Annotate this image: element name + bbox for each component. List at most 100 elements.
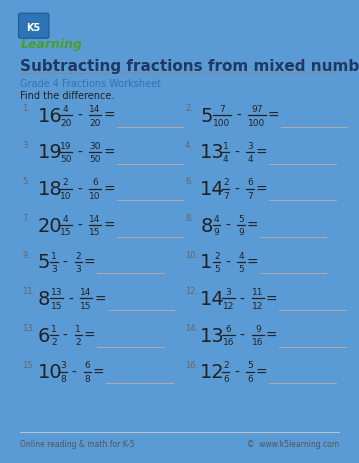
- Text: 14: 14: [89, 214, 101, 224]
- Text: 19: 19: [60, 141, 71, 150]
- Text: =: =: [256, 146, 267, 160]
- Text: 10: 10: [60, 191, 71, 200]
- Text: 2: 2: [51, 338, 57, 347]
- Text: 1: 1: [75, 324, 81, 333]
- Text: ©  www.k5learning.com: © www.k5learning.com: [247, 438, 339, 448]
- Text: 4: 4: [247, 155, 253, 164]
- Text: 9.: 9.: [22, 250, 30, 259]
- Text: -: -: [225, 219, 230, 233]
- Text: 16: 16: [252, 338, 264, 347]
- Text: -: -: [63, 328, 67, 342]
- Text: -: -: [77, 146, 82, 160]
- Text: 12: 12: [252, 301, 264, 310]
- Text: 9: 9: [255, 324, 261, 333]
- Text: 16: 16: [38, 106, 62, 125]
- Text: Find the difference.: Find the difference.: [20, 91, 115, 101]
- Text: 5.: 5.: [22, 177, 30, 186]
- Text: 4: 4: [223, 155, 229, 164]
- Text: 4.: 4.: [185, 140, 193, 150]
- Text: 15: 15: [80, 301, 92, 310]
- Text: 6.: 6.: [185, 177, 193, 186]
- Text: 8: 8: [60, 374, 66, 383]
- Text: 12.: 12.: [185, 287, 198, 296]
- Text: 6: 6: [247, 178, 253, 187]
- Text: 4: 4: [63, 214, 69, 224]
- Text: 13: 13: [200, 326, 225, 345]
- Text: 3: 3: [75, 264, 81, 274]
- Text: 50: 50: [60, 155, 71, 164]
- Text: 5: 5: [214, 264, 220, 274]
- Text: 14: 14: [89, 105, 101, 114]
- Text: 1.: 1.: [22, 104, 30, 113]
- Text: =: =: [84, 255, 95, 269]
- Text: 6: 6: [247, 374, 253, 383]
- Text: 2: 2: [223, 178, 229, 187]
- Text: =: =: [246, 219, 258, 233]
- Text: 13: 13: [51, 288, 62, 297]
- Text: -: -: [225, 255, 230, 269]
- Text: 20: 20: [38, 216, 62, 235]
- Text: -: -: [63, 255, 67, 269]
- Text: -: -: [68, 292, 73, 306]
- Text: 4: 4: [214, 214, 220, 224]
- Text: 16.: 16.: [185, 360, 198, 369]
- Text: 10: 10: [89, 191, 101, 200]
- Text: 30: 30: [89, 141, 101, 150]
- Text: =: =: [103, 182, 115, 196]
- Text: 8: 8: [38, 289, 50, 308]
- Text: 6: 6: [38, 326, 50, 345]
- Text: =: =: [94, 292, 106, 306]
- Text: 8: 8: [84, 374, 90, 383]
- Text: 1: 1: [223, 141, 229, 150]
- Text: 20: 20: [89, 119, 101, 127]
- Text: 3: 3: [60, 361, 66, 369]
- FancyBboxPatch shape: [19, 14, 49, 39]
- Text: K5: K5: [27, 23, 41, 32]
- Text: 2: 2: [214, 251, 220, 260]
- Text: 9: 9: [238, 228, 244, 237]
- Text: 7: 7: [223, 191, 229, 200]
- Text: Learning: Learning: [20, 38, 83, 51]
- Text: -: -: [234, 365, 239, 379]
- Text: 7: 7: [247, 191, 253, 200]
- Text: 50: 50: [89, 155, 101, 164]
- Text: 3: 3: [51, 264, 57, 274]
- Text: 14.: 14.: [185, 323, 198, 332]
- Text: 5: 5: [247, 361, 253, 369]
- Text: Subtracting fractions from mixed numbers: Subtracting fractions from mixed numbers: [20, 58, 359, 74]
- Text: 5: 5: [238, 264, 244, 274]
- Text: -: -: [240, 328, 244, 342]
- Text: 13.: 13.: [22, 323, 36, 332]
- Text: -: -: [77, 109, 82, 123]
- Text: 14: 14: [80, 288, 92, 297]
- Text: 15: 15: [89, 228, 101, 237]
- Text: 16: 16: [223, 338, 234, 347]
- Text: 6: 6: [225, 324, 231, 333]
- Text: =: =: [103, 146, 115, 160]
- Text: -: -: [234, 146, 239, 160]
- Text: 6: 6: [223, 374, 229, 383]
- Text: -: -: [240, 292, 244, 306]
- Text: 5: 5: [238, 214, 244, 224]
- Text: -: -: [72, 365, 76, 379]
- Text: 19: 19: [38, 143, 62, 162]
- Text: =: =: [266, 292, 278, 306]
- Text: =: =: [256, 182, 267, 196]
- Text: =: =: [103, 219, 115, 233]
- Text: 7: 7: [219, 105, 225, 114]
- Text: 2.: 2.: [185, 104, 193, 113]
- Text: =: =: [93, 365, 104, 379]
- Text: 15.: 15.: [22, 360, 36, 369]
- Text: =: =: [266, 328, 278, 342]
- Text: 100: 100: [248, 119, 265, 127]
- Text: 14: 14: [200, 289, 225, 308]
- Text: 11.: 11.: [22, 287, 36, 296]
- Text: 1: 1: [51, 324, 57, 333]
- Text: -: -: [77, 182, 82, 196]
- Text: 8.: 8.: [185, 213, 193, 223]
- Text: 18: 18: [38, 180, 62, 199]
- Text: -: -: [234, 182, 239, 196]
- Text: =: =: [103, 109, 115, 123]
- Text: 3: 3: [225, 288, 231, 297]
- Text: 3.: 3.: [22, 140, 30, 150]
